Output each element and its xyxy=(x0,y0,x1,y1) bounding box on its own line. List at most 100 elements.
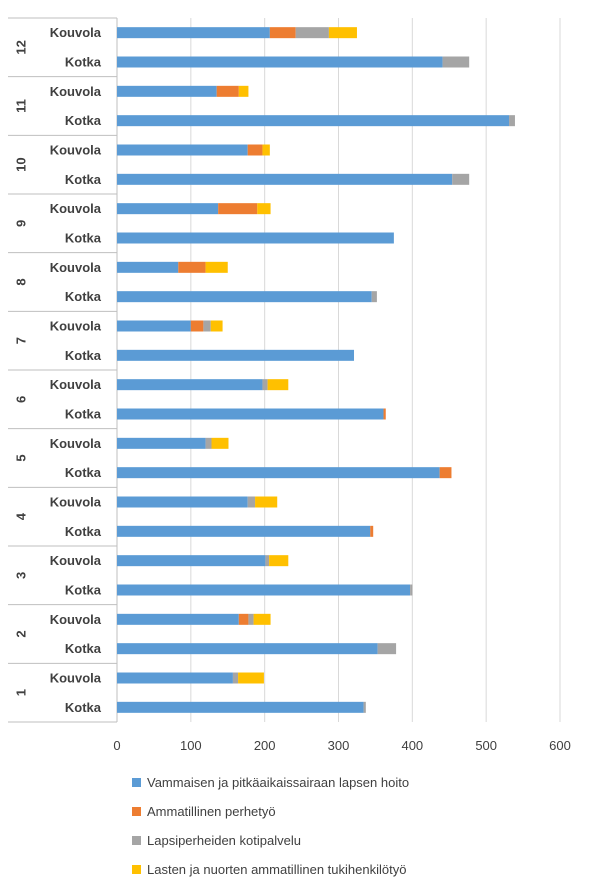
x-tick-label: 200 xyxy=(254,738,276,753)
bar-segment xyxy=(265,555,270,567)
subcategory-label: Kouvola xyxy=(50,319,102,334)
group-label: 11 xyxy=(13,99,28,113)
bar-segment xyxy=(269,27,296,39)
group-label: 7 xyxy=(13,337,28,344)
legend-swatch xyxy=(132,807,141,816)
subcategory-label: Kotka xyxy=(65,407,102,422)
legend-swatch xyxy=(132,836,141,845)
bar-segment xyxy=(117,203,219,215)
subcategory-label: Kouvola xyxy=(50,553,102,568)
x-tick-label: 500 xyxy=(475,738,497,753)
bar-segment xyxy=(363,701,366,713)
subcategory-label: Kotka xyxy=(65,231,102,246)
group-label: 3 xyxy=(13,572,28,579)
legend-label: Lasten ja nuorten ammatillinen tukihenki… xyxy=(147,862,407,877)
group-label: 9 xyxy=(13,220,28,227)
bar-segment xyxy=(262,144,270,156)
x-tick-label: 400 xyxy=(401,738,423,753)
bar-segment xyxy=(255,496,278,508)
subcategory-label: Kouvola xyxy=(50,377,102,392)
bar-segment xyxy=(117,701,364,713)
x-tick-label: 600 xyxy=(549,738,571,753)
group-label: 2 xyxy=(13,630,28,637)
bar-segment xyxy=(117,496,248,508)
bar-segment xyxy=(218,203,258,215)
bar-segment xyxy=(439,467,452,479)
bar-segment xyxy=(117,320,191,332)
subcategory-label: Kotka xyxy=(65,172,102,187)
bar-segment xyxy=(117,173,453,185)
subcategory-label: Kotka xyxy=(65,524,102,539)
subcategory-label: Kouvola xyxy=(50,671,102,686)
bar-segment xyxy=(210,320,223,332)
group-label: 12 xyxy=(13,40,28,54)
bar-segment xyxy=(238,672,264,684)
bar-segment xyxy=(117,85,217,97)
subcategory-label: Kotka xyxy=(65,55,102,70)
subcategory-label: Kouvola xyxy=(50,612,102,627)
bar-segment xyxy=(377,643,397,655)
bar-segment xyxy=(442,56,470,68)
bar-segment xyxy=(117,584,411,596)
subcategory-label: Kouvola xyxy=(50,260,102,275)
legend-label: Lapsiperheiden kotipalvelu xyxy=(147,833,301,848)
bar-segment xyxy=(238,613,249,625)
subcategory-label: Kouvola xyxy=(50,495,102,510)
legend-label: Ammatillinen perhetyö xyxy=(147,804,276,819)
bar-segment xyxy=(370,525,374,537)
bar-segment xyxy=(117,379,263,391)
bar-segment xyxy=(267,379,289,391)
bar-segment xyxy=(383,408,386,420)
bar-segment xyxy=(203,320,211,332)
bar-segment xyxy=(117,291,372,303)
group-label: 8 xyxy=(13,278,28,285)
subcategory-label: Kotka xyxy=(65,641,102,656)
x-tick-label: 100 xyxy=(180,738,202,753)
bar-segment xyxy=(117,437,206,449)
legend-item: Lasten ja nuorten ammatillinen tukihenki… xyxy=(132,855,582,884)
subcategory-label: Kouvola xyxy=(50,25,102,40)
bar-segment xyxy=(232,672,239,684)
bar-segment xyxy=(190,320,204,332)
bar-segment xyxy=(205,437,212,449)
bar-segment xyxy=(117,555,266,567)
bar-segment xyxy=(295,27,329,39)
group-label: 4 xyxy=(13,512,28,520)
legend-label: Vammaisen ja pitkäaikaissairaan lapsen h… xyxy=(147,775,410,790)
group-label: 5 xyxy=(13,454,28,461)
bar-segment xyxy=(248,613,254,625)
bar-segment xyxy=(117,408,384,420)
bar-segment xyxy=(247,496,256,508)
bar-segment xyxy=(117,525,371,537)
group-label: 6 xyxy=(13,396,28,403)
subcategory-label: Kouvola xyxy=(50,201,102,216)
subcategory-label: Kouvola xyxy=(50,436,102,451)
bar-segment xyxy=(328,27,357,39)
bar-segment xyxy=(211,437,229,449)
subcategory-label: Kotka xyxy=(65,113,102,128)
bar-segment xyxy=(117,613,239,625)
group-label: 1 xyxy=(13,689,28,696)
bar-segment xyxy=(117,261,179,273)
x-tick-label: 300 xyxy=(328,738,350,753)
legend-item: Ammatillinen perhetyö xyxy=(132,797,582,826)
bar-segment xyxy=(117,467,440,479)
bar-segment xyxy=(117,672,233,684)
stacked-bar-chart: KouvolaKotka12KouvolaKotka11KouvolaKotka… xyxy=(8,17,571,753)
bar-segment xyxy=(262,379,268,391)
subcategory-label: Kouvola xyxy=(50,84,102,99)
bar-segment xyxy=(117,144,248,156)
subcategory-label: Kotka xyxy=(65,289,102,304)
legend-item: Lapsiperheiden kotipalvelu xyxy=(132,826,582,855)
legend-swatch xyxy=(132,865,141,874)
bar-segment xyxy=(117,349,355,361)
subcategory-label: Kouvola xyxy=(50,143,102,158)
bar-segment xyxy=(257,203,271,215)
legend: Vammaisen ja pitkäaikaissairaan lapsen h… xyxy=(132,768,582,884)
bar-segment xyxy=(238,85,249,97)
bar-segment xyxy=(117,56,443,68)
bar-segment xyxy=(253,613,271,625)
bar-segment xyxy=(410,584,413,596)
bar-segment xyxy=(117,232,394,244)
